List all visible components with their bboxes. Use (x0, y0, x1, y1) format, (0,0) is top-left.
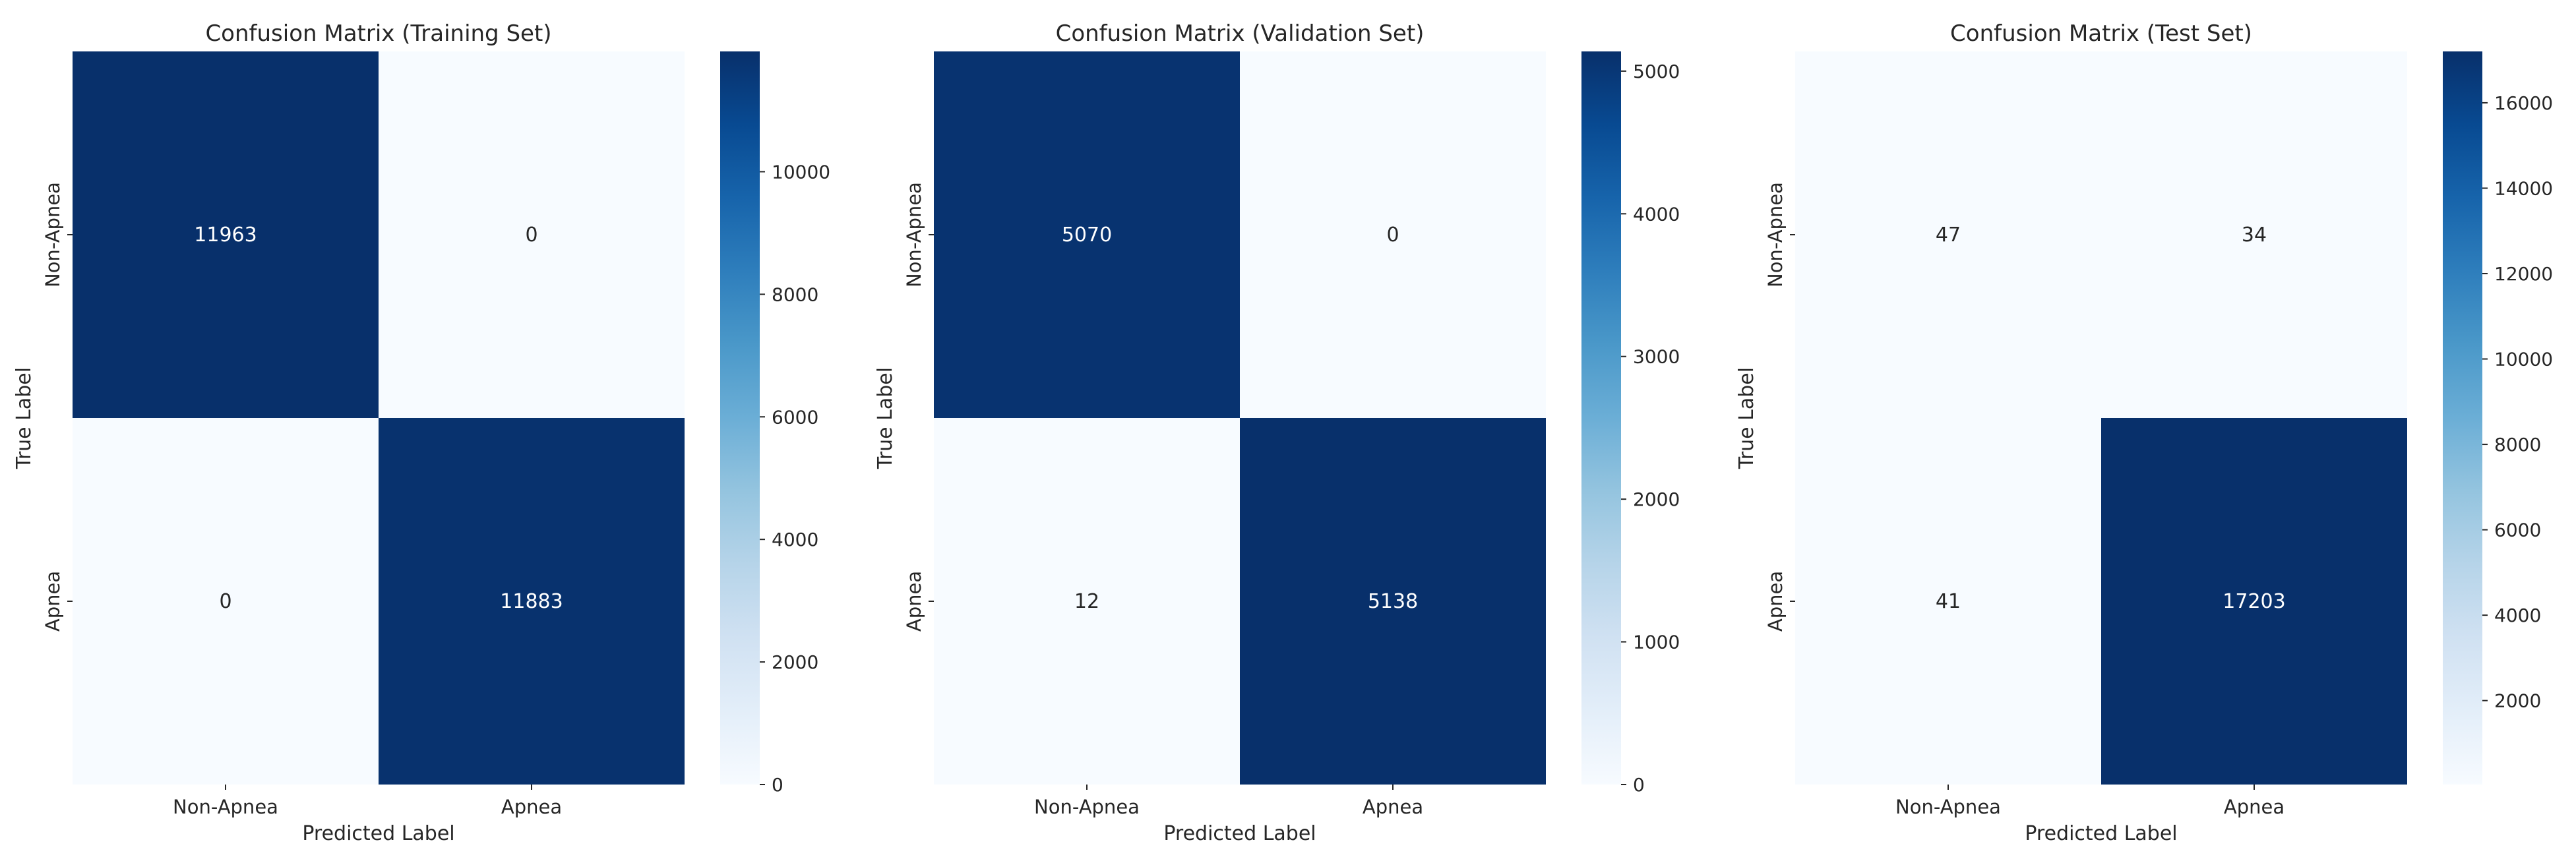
heatmap-cell (1240, 418, 1546, 785)
colorbar (2443, 51, 2482, 785)
heatmap-cell (379, 51, 685, 418)
heatmap-cell (934, 418, 1240, 785)
colorbar-tick-label: 6000 (2494, 520, 2541, 541)
y-axis-label: True Label (13, 367, 36, 469)
confusion-matrix-panel-2: Confusion Matrix (Validation Set) 5070 0 12… (874, 20, 1680, 845)
x-axis-label: Predicted Label (1163, 822, 1316, 845)
colorbar-tick-label: 4000 (772, 529, 818, 550)
cell-value-label: 41 (1936, 590, 1961, 613)
x-tick-label: Non-Apnea (1895, 796, 2001, 818)
colorbar-tick-label: 14000 (2494, 177, 2553, 199)
y-axis-label: True Label (874, 367, 897, 469)
colorbar-tick-label: 0 (772, 774, 783, 796)
y-tick-label: Non-Apnea (1764, 182, 1787, 287)
chart-title: Confusion Matrix (Test Set) (1950, 20, 2252, 47)
cell-value-label: 12 (1074, 590, 1099, 613)
heatmap-cell (1795, 418, 2101, 785)
x-tick-label: Apnea (501, 796, 562, 818)
x-tick-label: Non-Apnea (173, 796, 278, 818)
colorbar-tick-label: 2000 (772, 651, 818, 673)
confusion-matrix-panel-1: Confusion Matrix (Training Set) 11963 0 0 11… (13, 20, 830, 845)
colorbar-tick-label: 3000 (1633, 346, 1680, 368)
cell-value-label: 47 (1936, 223, 1961, 247)
heatmap-cell (2101, 51, 2407, 418)
heatmap-cell (1795, 51, 2101, 418)
heatmap-cell (934, 51, 1240, 418)
y-tick-label: Non-Apnea (42, 182, 64, 287)
colorbar-tick-label: 5000 (1633, 61, 1680, 82)
cell-value-label: 11883 (500, 590, 563, 613)
colorbar-tick-label: 10000 (772, 161, 830, 183)
heatmap-cell (73, 418, 379, 785)
colorbar-tick-label: 2000 (1633, 489, 1680, 510)
colorbar-tick-label: 4000 (1633, 203, 1680, 225)
colorbar-tick-label: 2000 (2494, 690, 2541, 712)
cell-value-label: 17203 (2223, 590, 2285, 613)
colorbar-tick-label: 8000 (772, 283, 818, 305)
cell-value-label: 0 (525, 223, 537, 247)
colorbar-tick-label: 12000 (2494, 263, 2553, 285)
x-axis-label: Predicted Label (2025, 822, 2177, 845)
colorbar-tick-label: 16000 (2494, 92, 2553, 114)
colorbar (720, 51, 760, 785)
confusion-matrix-panel-3: Confusion Matrix (Test Set) 47 34 41 17203 No… (1735, 20, 2553, 845)
colorbar-tick-label: 0 (1633, 774, 1645, 796)
colorbar-tick-label: 10000 (2494, 349, 2553, 371)
cell-value-label: 0 (219, 590, 231, 613)
y-tick-label: Apnea (42, 571, 64, 632)
x-tick-label: Apnea (1363, 796, 1423, 818)
colorbar-tick-label: 6000 (772, 406, 818, 428)
colorbar-tick-label: 1000 (1633, 632, 1680, 653)
cell-value-label: 5138 (1368, 590, 1418, 613)
y-tick-label: Non-Apnea (903, 182, 925, 287)
cell-value-label: 0 (1386, 223, 1399, 247)
colorbar-tick-label: 8000 (2494, 434, 2541, 456)
cell-value-label: 11963 (194, 223, 257, 247)
cell-value-label: 34 (2242, 223, 2267, 247)
heatmap-cell (73, 51, 379, 418)
y-tick-label: Apnea (903, 571, 925, 632)
x-tick-label: Apnea (2224, 796, 2285, 818)
heatmap-cell (1240, 51, 1546, 418)
chart-title: Confusion Matrix (Validation Set) (1056, 20, 1425, 47)
y-axis-label: True Label (1735, 367, 1758, 469)
colorbar (1581, 51, 1621, 785)
chart-title: Confusion Matrix (Training Set) (205, 20, 551, 47)
colorbar-tick-label: 4000 (2494, 605, 2541, 626)
heatmap-cell (2101, 418, 2407, 785)
x-tick-label: Non-Apnea (1034, 796, 1140, 818)
heatmap-cell (379, 418, 685, 785)
x-axis-label: Predicted Label (302, 822, 454, 845)
y-tick-label: Apnea (1764, 571, 1787, 632)
cell-value-label: 5070 (1062, 223, 1112, 247)
